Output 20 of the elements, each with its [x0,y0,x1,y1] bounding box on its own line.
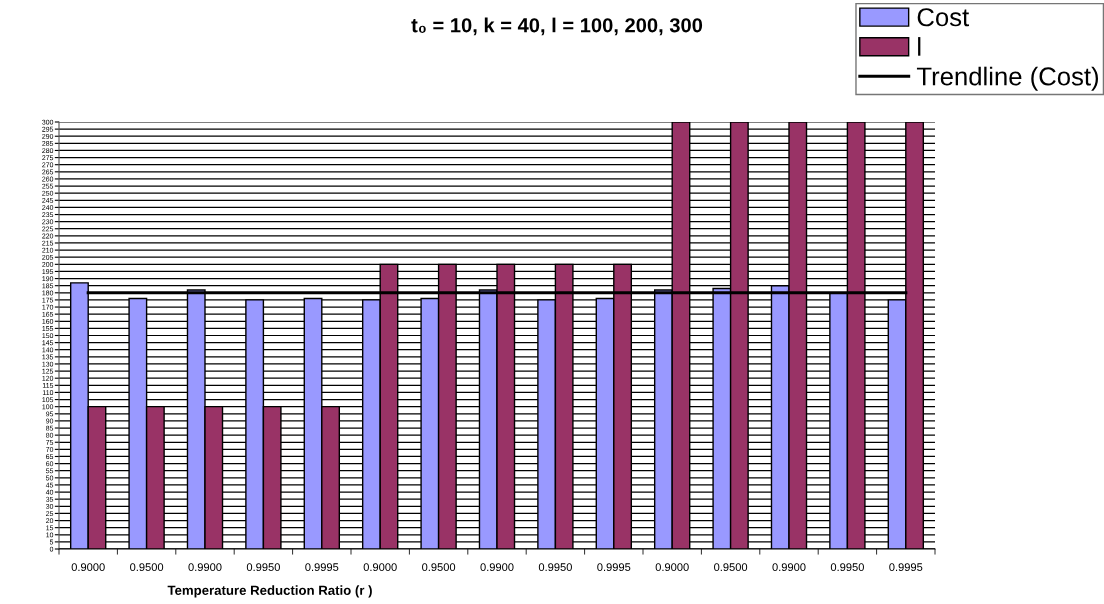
x-tick-label: 0.9995 [597,563,631,572]
x-tick-label: 0.9950 [538,563,572,572]
x-tick-label: 0.9900 [188,563,222,572]
x-tick-label: 0.9995 [889,563,923,572]
x-tick-label: 0.9995 [305,563,339,572]
x-tick-label: 0.9000 [71,563,105,572]
x-tick-label: 0.9950 [246,563,280,572]
chart-title: t₀ = 10, k = 40, l = 100, 200, 300 [411,17,703,36]
x-tick-label: 0.9900 [480,563,514,572]
x-tick-label: 0.9500 [714,563,748,572]
legend-label: Trendline (Cost) [916,66,1099,91]
x-tick-label: 0.9000 [363,563,397,572]
x-tick-label: 0.9500 [422,563,456,572]
x-tick-label: 0.9000 [655,563,689,572]
x-tick-label: 0.9900 [772,563,806,572]
x-axis-title: Temperature Reduction Ratio (r ) [167,585,372,598]
legend-label: l [918,37,921,56]
legend-label: Cost [917,8,970,27]
x-tick-label: 0.9500 [130,563,164,572]
x-tick-label: 0.9950 [830,563,864,572]
